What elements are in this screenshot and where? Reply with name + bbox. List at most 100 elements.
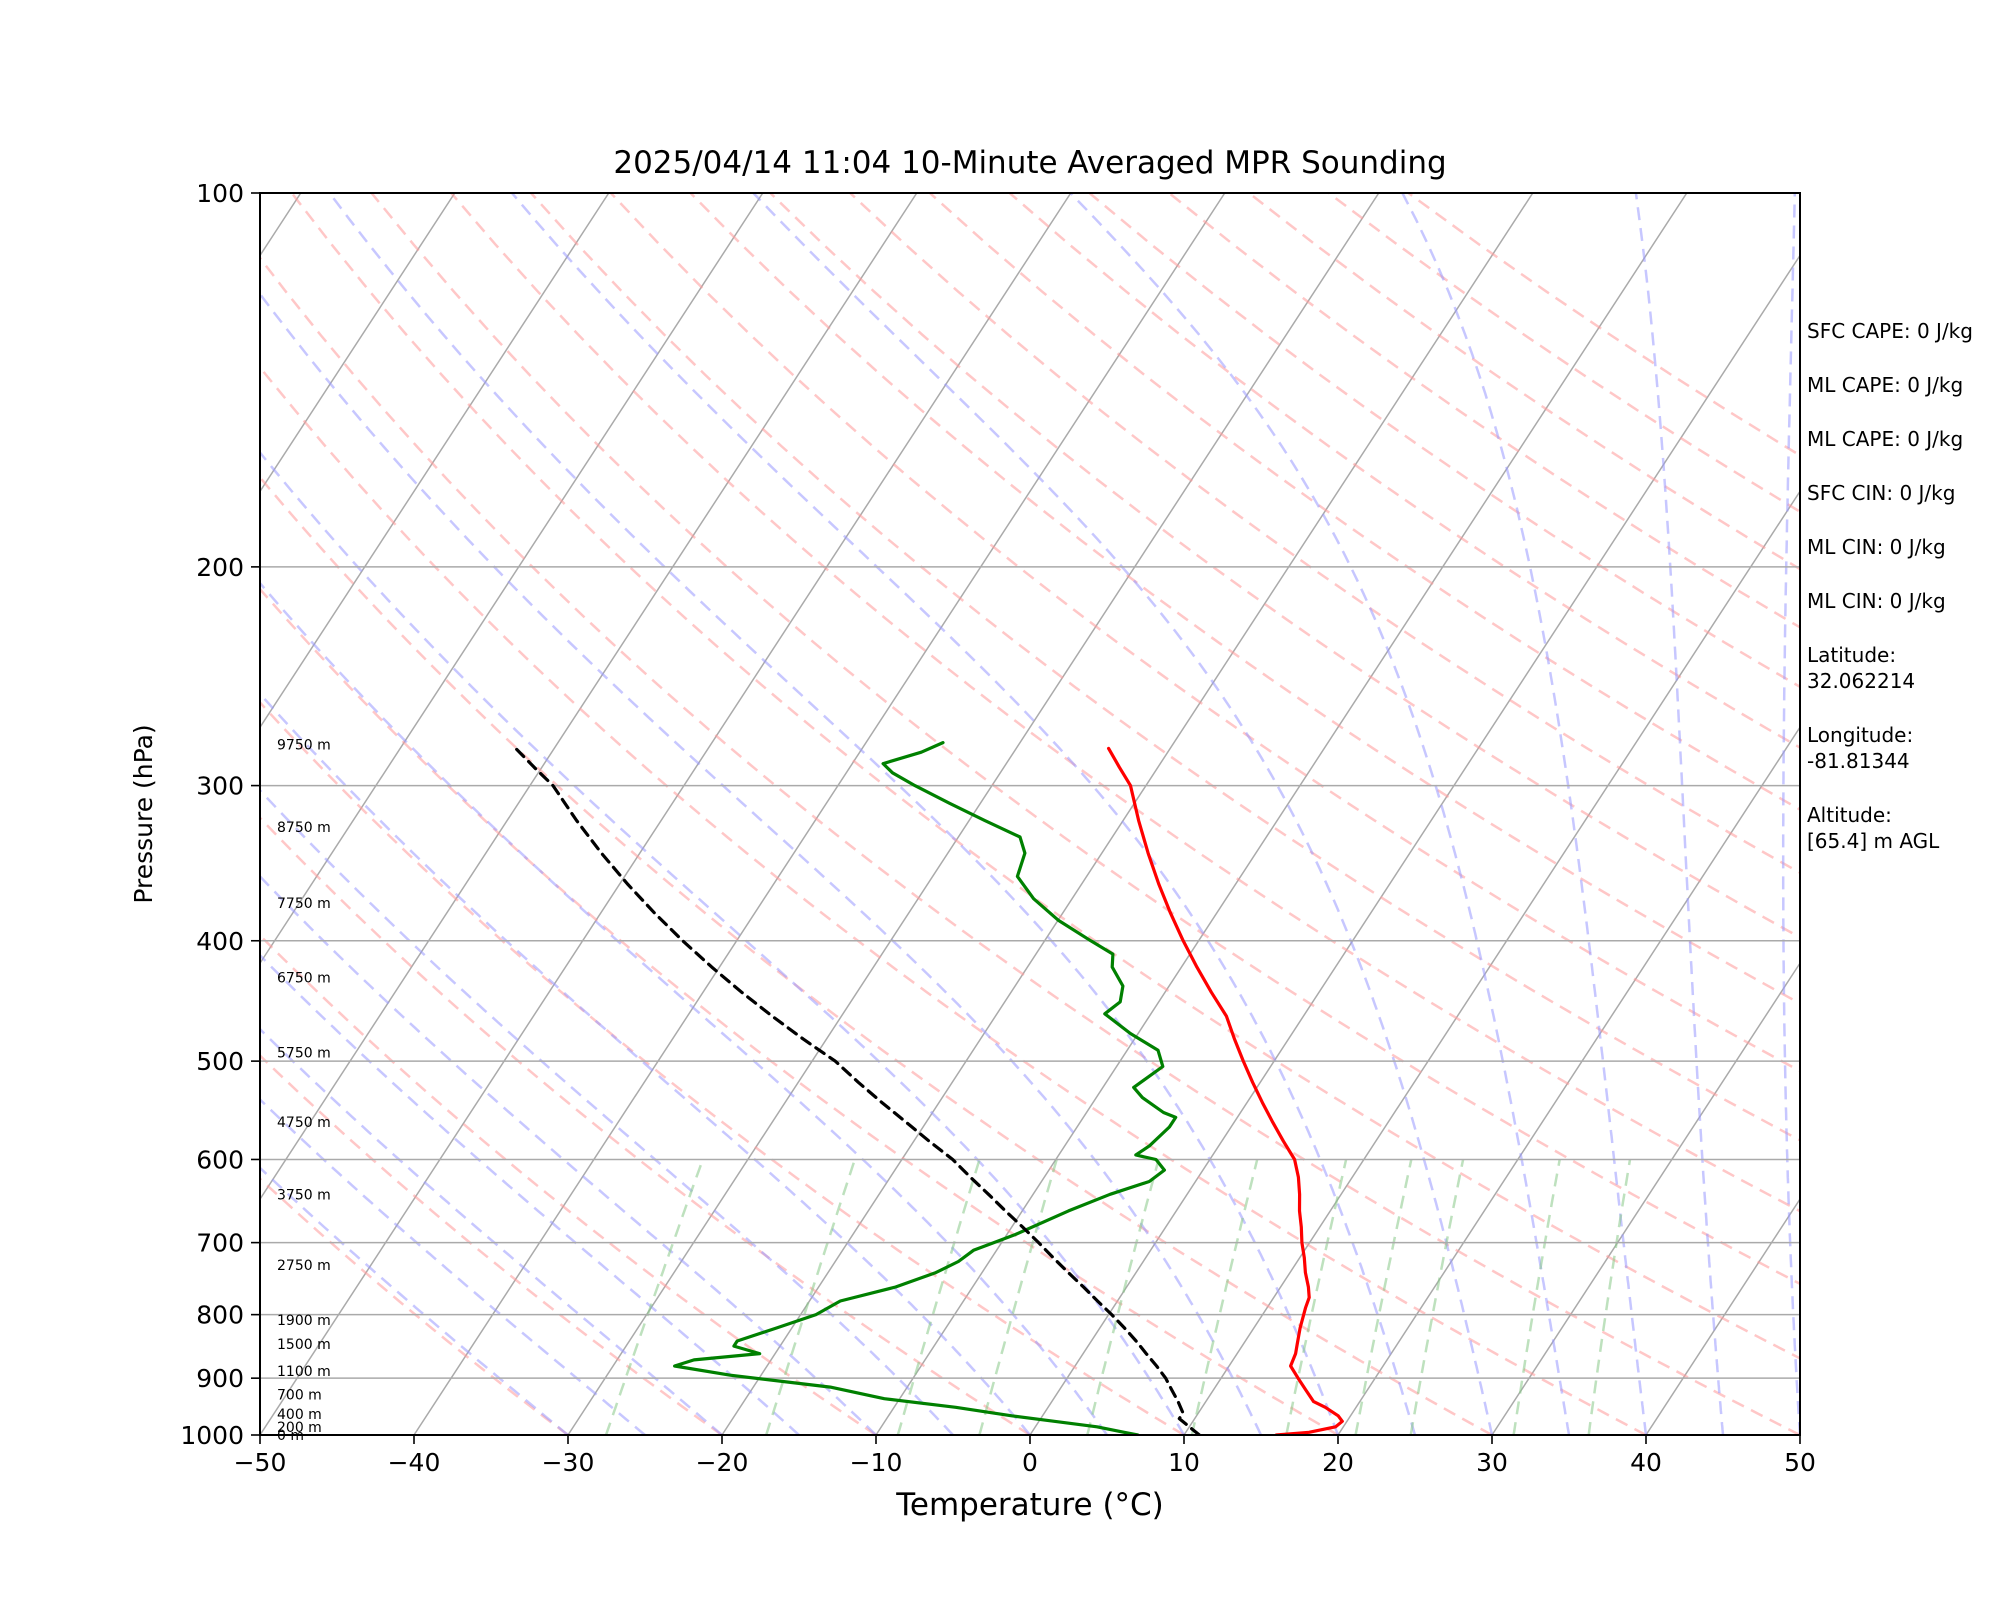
isotherm-line [1491,961,1800,1435]
isotherm-line [260,193,456,493]
moist-adiabat-line [1069,193,1571,1435]
dry-adiabat-line [260,700,1185,1435]
height-label: 1500 m [277,1337,331,1353]
mixing-ratio-line [765,1159,856,1435]
longitude-value: -81.81344 [1807,749,1910,773]
height-label: 3750 m [277,1187,331,1203]
y-tick-label: 400 [196,927,244,956]
moist-adiabat-line [510,193,1417,1435]
x-tick-label: 50 [1784,1448,1816,1477]
dry-adiabat-line [689,193,1800,1005]
height-label: 200 m [277,1420,322,1436]
latitude-value: 32.062214 [1807,669,1916,693]
x-tick-label: −10 [850,1448,903,1477]
dry-adiabat-line [260,1053,723,1435]
mixing-ratio-line [1587,1159,1632,1435]
x-tick-label: 0 [1022,1448,1038,1477]
dry-adiabat-line [609,193,1800,1073]
mixing-ratio-line [1285,1159,1348,1435]
ml-cape-label: ML CAPE: 0 J/kg [1807,373,1964,397]
height-label: 2750 m [277,1258,331,1274]
moist-adiabat-line [260,1027,723,1435]
y-tick-label: 800 [196,1301,244,1330]
dry-adiabat-line [769,193,1800,939]
mixing-ratio-line [604,1159,704,1435]
moist-adiabat-line [260,953,800,1435]
y-tick-label: 500 [196,1047,244,1076]
dewpoint-line [673,741,1178,1435]
y-tick-label: 700 [196,1229,244,1258]
isotherm-line [1029,254,1800,1435]
moist-adiabat-line [752,193,1494,1435]
ml-cin-label: ML CIN: 0 J/kg [1807,535,1946,559]
dry-adiabat-line [1008,193,1800,750]
isotherm-line [260,193,610,729]
height-label: 700 m [277,1388,322,1404]
moist-adiabat-line [1401,193,1648,1435]
parcel-profile-line [514,746,1201,1435]
isotherm-line [260,193,764,965]
dry-adiabat-line [530,193,1800,1142]
moist-adiabat-line [260,1097,646,1435]
height-label: 8750 m [277,820,331,836]
moist-adiabat-line [1634,193,1725,1435]
x-tick-label: −20 [696,1448,749,1477]
x-axis-ticks: −50 −40 −30 −20 −10 0 10 20 30 40 50 [234,1435,1816,1477]
moist-adiabat-line [260,581,1109,1435]
longitude-label: Longitude: [1807,723,1914,747]
dry-adiabat-line [260,475,1493,1435]
sfc-cape-label: SFC CAPE: 0 J/kg [1807,319,1973,343]
isotherm-line [721,193,1534,1435]
y-tick-label: 600 [196,1145,244,1174]
ml-cin-label-2: ML CIN: 0 J/kg [1807,589,1946,613]
x-axis-label: Temperature (°C) [895,1487,1164,1523]
height-label: 400 m [277,1407,322,1423]
temperature-line [1107,746,1344,1435]
dry-adiabat-line [260,255,1800,1435]
x-tick-label: 40 [1630,1448,1662,1477]
chart-title: 2025/04/14 11:04 10-Minute Averaged MPR … [613,145,1446,181]
sounding-traces [514,741,1344,1435]
x-tick-label: −50 [234,1448,287,1477]
x-tick-label: 30 [1476,1448,1508,1477]
moist-adiabat-line [260,874,877,1435]
moist-adiabat-line [260,292,1263,1435]
mixing-ratio-line [1409,1159,1465,1435]
y-tick-label: 1000 [180,1421,244,1450]
y-tick-label: 100 [196,179,244,208]
mixing-ratio-line [1512,1159,1561,1435]
mixing-ratio-line [978,1159,1058,1435]
dry-adiabat-line [290,193,1800,1360]
moist-adiabat-line [328,193,1340,1435]
height-label: 4750 m [277,1115,331,1131]
mixing-ratio-line [1190,1159,1259,1435]
dry-adiabat-line [260,587,1339,1435]
isotherm-line [413,193,1226,1435]
latitude-label: Latitude: [1807,643,1897,667]
background-lines [0,193,1800,1435]
y-axis-ticks: 1000 900 800 700 600 500 400 300 200 100 [180,179,260,1450]
y-axis-label: Pressure (hPa) [129,724,158,903]
x-tick-label: 10 [1168,1448,1200,1477]
moist-adiabat-line [260,1166,569,1435]
moist-adiabat-line [260,692,1031,1435]
x-tick-label: −30 [542,1448,595,1477]
height-label: 7750 m [277,896,331,912]
y-tick-label: 200 [196,553,244,582]
dry-adiabat-line [370,193,1800,1286]
indices-panel: SFC CAPE: 0 J/kg ML CAPE: 0 J/kg ML CAPE… [1807,318,1973,854]
moist-adiabat-line [260,450,1186,1435]
ml-cape-label-2: ML CAPE: 0 J/kg [1807,427,1964,451]
y-tick-label: 300 [196,772,244,801]
height-label: 1100 m [277,1364,331,1380]
dry-adiabat-line [260,816,1031,1435]
isotherm-line [875,193,1688,1435]
moist-adiabat-line [1781,193,1800,1435]
height-label: 6750 m [277,970,331,986]
isotherm-line [260,193,1072,1435]
height-label: 5750 m [277,1045,331,1061]
height-label: 9750 m [277,738,331,754]
isotherm-line [0,193,147,1435]
altitude-value: [65.4] m AGL [1807,829,1940,853]
